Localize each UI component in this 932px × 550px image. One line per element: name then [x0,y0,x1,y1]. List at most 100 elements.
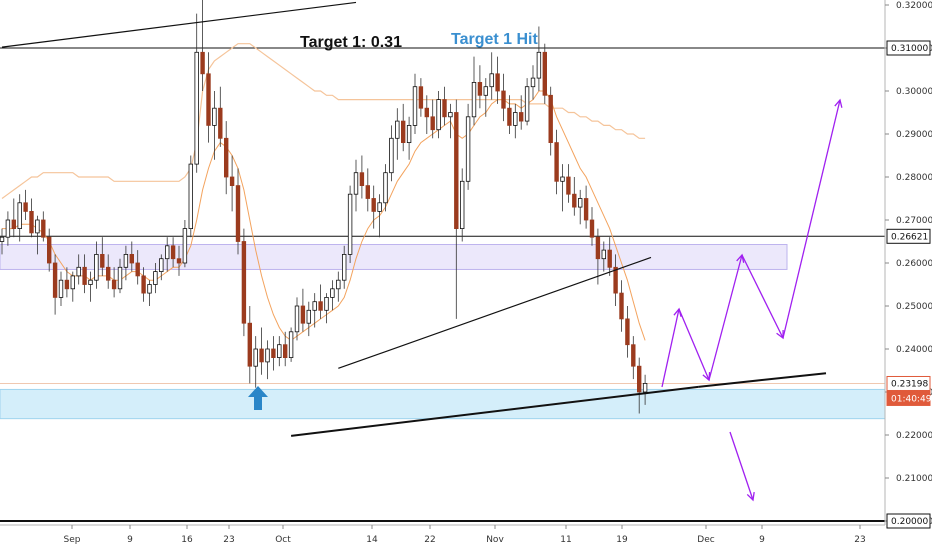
candle [572,177,577,216]
projection-segment [661,308,680,388]
candle [601,241,606,272]
candle [188,155,193,238]
candle-body-down [229,176,235,186]
candle [477,65,483,109]
candle-body-up [164,245,170,260]
candle [111,267,117,298]
candle-body-up [288,331,294,358]
candle [465,103,471,190]
candle [194,13,199,173]
candle-body-up [406,125,412,144]
candle [483,78,488,117]
y-tick-label: 0.25000 [896,302,932,312]
candle-body-down [477,82,483,96]
candle-body-up [560,176,565,182]
candle [389,125,394,182]
candle [365,168,370,212]
candle-body-down [200,51,205,75]
candle [347,185,353,263]
candle [459,168,465,242]
candle-body-up [353,172,359,195]
candle [64,267,70,298]
x-tick-label: Dec [697,535,714,545]
candle [229,155,235,212]
price-badge-box [886,390,931,406]
candle-body-up [153,271,158,285]
candle-body-up [294,305,300,333]
candle-body-down [418,86,424,109]
candle [513,103,518,139]
candle-body-down [519,112,524,122]
candle-body-up [459,180,465,230]
candle-body-up [524,86,530,122]
candle-body-down [542,51,547,96]
candle [200,0,205,91]
projection-segment [782,99,841,339]
y-tick-label: 0.30000 [896,87,932,97]
candle [82,254,87,294]
price-badge: 0.26621 [886,228,931,244]
price-badge: 0.31000 [886,40,931,56]
candle [41,211,46,242]
candle [76,254,81,285]
candle-body-up [35,219,40,234]
candle-body-down [29,210,34,234]
candle-body-down [47,236,52,264]
candle-body-down [566,176,571,195]
support-trendline-extension [698,372,827,388]
candle [536,26,542,91]
candle [548,86,553,156]
candle-body-up [306,309,311,324]
candle [312,293,317,328]
candle [642,374,648,405]
candle-body-down [554,142,559,182]
price-badge-label: 0.23198 [891,379,928,389]
price-badge-label: 01:40:49 [891,394,932,404]
candle-body-up [536,51,542,79]
candle [206,52,211,143]
projection-arrowhead [834,98,843,108]
candlestick-series [0,0,648,414]
y-tick-label: 0.21000 [896,474,932,484]
candle-body-down [170,245,176,260]
candle-body-up [159,258,164,273]
y-tick-label: 0.26000 [896,259,932,269]
candle [47,228,52,272]
candle [176,245,182,276]
candle [341,245,347,289]
price-badge: 0.20000 [886,513,931,529]
x-tick-label: 22 [424,535,435,545]
candle-body-up [123,253,129,268]
candle [218,86,223,147]
up-arrow-icon [248,386,268,410]
candle-body-down [141,275,146,294]
candle-body-down [625,318,630,346]
candle-body-down [359,172,365,186]
candle [170,237,176,268]
candle-body-down [129,253,134,264]
x-tick-label: 14 [366,535,378,545]
candle-body-up [489,73,494,88]
candle-body-down [400,120,406,143]
candle-body-up [347,193,353,255]
candle [530,65,536,100]
candle [424,95,429,134]
candle-body-down [41,219,46,238]
y-tick-label: 0.27000 [896,216,932,226]
price-badge-box [886,40,931,56]
support-trendline [290,385,699,437]
candle-body-down [271,348,276,359]
candle-body-down [631,344,636,367]
candle [117,258,123,294]
x-tick-label: 9 [759,535,765,545]
candle-body-up [412,86,418,126]
candle-body-up [377,202,382,212]
candle-body-down [583,198,589,221]
candle [94,241,99,289]
candle-body-up [0,236,5,242]
candle-body-down [572,193,577,208]
candle [501,73,506,122]
candle-body-down [176,258,182,264]
candle [253,336,258,388]
